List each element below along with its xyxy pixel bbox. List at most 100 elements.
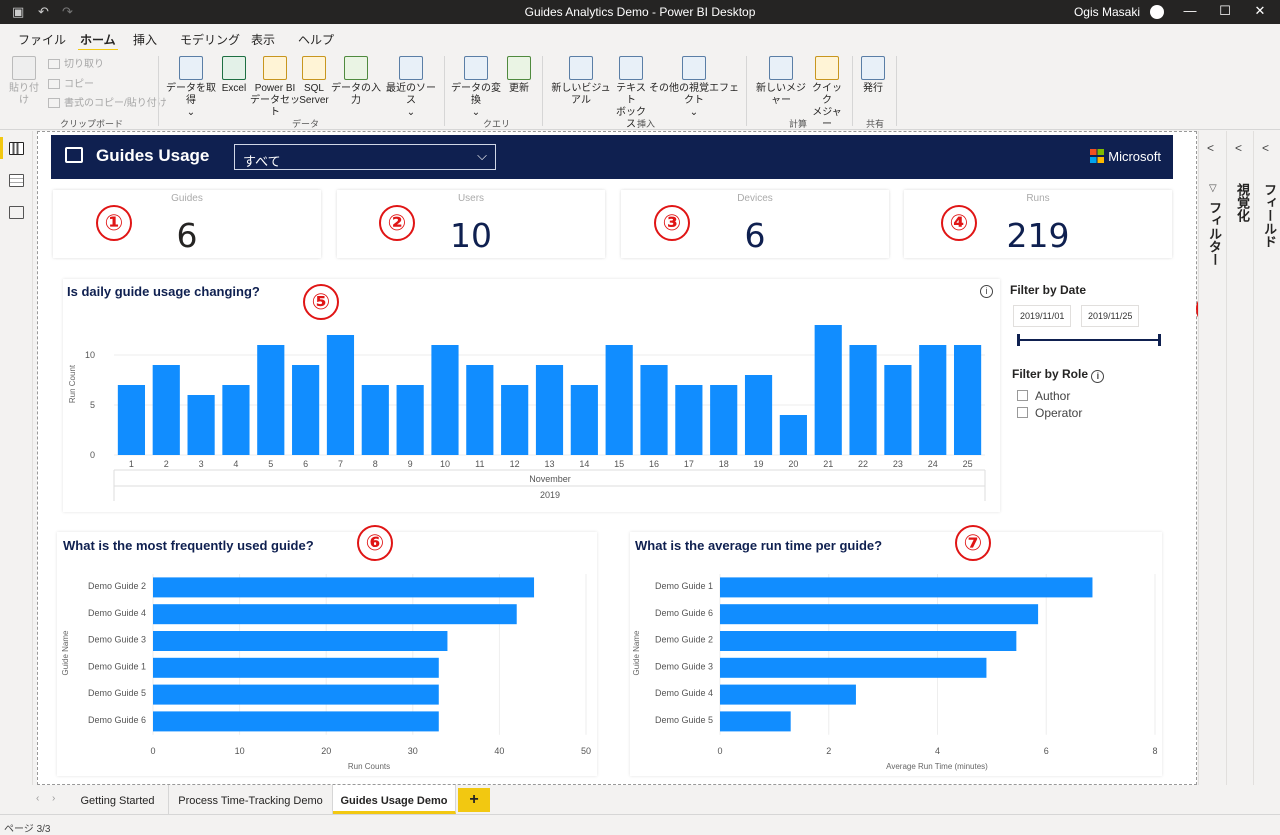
fields-pane[interactable]: < フィールド: [1253, 131, 1280, 814]
report-view-icon[interactable]: [9, 142, 24, 155]
end-date-input[interactable]: 2019/11/25: [1081, 305, 1140, 327]
data-view-icon[interactable]: [9, 174, 24, 187]
refresh-button[interactable]: 更新: [506, 56, 532, 95]
annotation-marker: ⑥: [357, 525, 393, 561]
paste-button[interactable]: 貼り付け: [6, 56, 42, 107]
tick-label-x: 16: [649, 459, 659, 469]
role-checkbox-author[interactable]: Author: [1017, 389, 1070, 403]
avatar[interactable]: [1150, 5, 1164, 19]
info-icon[interactable]: i: [980, 285, 993, 298]
database-icon: [179, 56, 203, 80]
checkbox[interactable]: [1017, 390, 1028, 401]
scroll-left-icon[interactable]: ‹: [36, 793, 40, 804]
kpi-card-guides[interactable]: Guides 6: [53, 190, 321, 258]
tick-label-y: Demo Guide 1: [655, 581, 713, 591]
table-icon: [344, 56, 368, 80]
info-icon[interactable]: i: [1091, 370, 1105, 383]
sql-server-button[interactable]: SQL Server: [298, 56, 330, 107]
page-tab[interactable]: Getting Started: [67, 785, 169, 814]
pbi-dataset-button[interactable]: Power BI データセット: [250, 56, 300, 119]
guide-dropdown[interactable]: すべて ⌵: [234, 144, 496, 170]
checkbox[interactable]: [1017, 407, 1028, 418]
model-view-icon[interactable]: [9, 206, 24, 219]
tick-label-x: 18: [719, 459, 729, 469]
slider-end-handle[interactable]: [1158, 334, 1161, 346]
tick-label-x: 9: [408, 459, 413, 469]
tick-label-y: Demo Guide 4: [655, 688, 713, 698]
transform-data-button[interactable]: データの変換 ⌄: [450, 56, 502, 119]
start-date-input[interactable]: 2019/11/01: [1013, 305, 1072, 327]
tab-help[interactable]: ヘルプ: [298, 33, 335, 47]
redo-icon[interactable]: ↷: [62, 4, 73, 19]
tick-label-x: 4: [233, 459, 238, 469]
quick-measure-button[interactable]: クイック メジャー: [808, 56, 846, 131]
page-tab-active[interactable]: Guides Usage Demo: [333, 785, 456, 814]
more-visuals-button[interactable]: その他の視覚エフェクト ⌄: [648, 56, 740, 119]
tab-home[interactable]: ホーム: [78, 33, 118, 52]
recent-sources-button[interactable]: 最近のソース ⌄: [384, 56, 438, 119]
visual-title: What is the most frequently used guide?: [63, 538, 314, 553]
minimize-icon[interactable]: —: [1183, 3, 1197, 18]
sql-icon: [302, 56, 326, 80]
status-bar: ページ 3/3: [0, 814, 1280, 835]
annotation-marker: ③: [654, 205, 690, 241]
annotation-marker: ④: [941, 205, 977, 241]
tick-label-x: 7: [338, 459, 343, 469]
chevron-down-icon: ⌄: [186, 107, 196, 118]
new-measure-button[interactable]: 新しいメジャー: [752, 56, 810, 107]
bar: [814, 325, 842, 455]
publish-button[interactable]: 発行: [858, 56, 888, 95]
get-data-button[interactable]: データを取得 ⌄: [164, 56, 218, 119]
kpi-card-users[interactable]: Users 10: [337, 190, 605, 258]
close-icon[interactable]: ✕: [1254, 3, 1266, 18]
filters-pane[interactable]: < ▽ フィルター: [1198, 131, 1226, 814]
axis-label-y: Guide Name: [632, 630, 641, 675]
kpi-label: Guides: [171, 193, 203, 204]
tick-label-y: Demo Guide 5: [88, 688, 146, 698]
tick-label-x: 11: [475, 459, 484, 469]
visualizations-pane[interactable]: < 視覚化: [1226, 131, 1253, 814]
role-checkbox-operator[interactable]: Operator: [1017, 406, 1082, 420]
new-visual-button[interactable]: 新しいビジュアル: [548, 56, 614, 107]
divider: [444, 56, 445, 126]
tick-label-x: 12: [510, 459, 520, 469]
frequent-guide-visual[interactable]: What is the most frequently used guide? …: [57, 532, 597, 776]
save-icon[interactable]: ▣: [12, 4, 25, 19]
undo-icon[interactable]: ↶: [38, 4, 49, 19]
kpi-label: Runs: [1026, 193, 1050, 204]
tab-file[interactable]: ファイル: [18, 33, 67, 47]
add-page-button[interactable]: +: [458, 788, 490, 812]
tab-insert[interactable]: 挿入: [133, 33, 158, 47]
kpi-label: Devices: [737, 193, 773, 204]
user-name[interactable]: Ogis Masaki: [1073, 5, 1140, 19]
copy-icon: [48, 79, 60, 90]
chevron-left-icon[interactable]: <: [1262, 141, 1270, 155]
copy-button[interactable]: コピー: [48, 79, 94, 91]
enter-data-button[interactable]: データの入力: [330, 56, 382, 107]
maximize-icon[interactable]: ☐: [1219, 3, 1231, 18]
bar: [361, 385, 389, 455]
bar: [720, 577, 1093, 598]
date-range-slider[interactable]: [1017, 334, 1161, 346]
daily-usage-visual[interactable]: Is daily guide usage changing? i Run Cou…: [63, 279, 1000, 512]
bar: [720, 631, 1017, 651]
page-tab[interactable]: Process Time-Tracking Demo: [169, 785, 333, 814]
divider: [542, 56, 543, 126]
chevron-left-icon[interactable]: <: [1235, 141, 1243, 155]
textbox-button[interactable]: テキスト ボックス: [614, 56, 648, 131]
chevron-left-icon[interactable]: <: [1207, 141, 1215, 155]
annotation-marker: ①: [96, 205, 132, 241]
cut-button[interactable]: 切り取り: [48, 59, 104, 71]
tick-label-x: 10: [235, 746, 245, 756]
tick-label-x: 21: [823, 459, 833, 469]
filter-icon: ▽: [1209, 183, 1217, 194]
bar: [153, 631, 448, 651]
excel-button[interactable]: Excel: [220, 56, 248, 95]
format-painter-button[interactable]: 書式のコピー/貼り付け: [48, 98, 167, 110]
slider-start-handle[interactable]: [1017, 334, 1020, 346]
tab-view[interactable]: 表示: [251, 33, 276, 47]
tab-modeling[interactable]: モデリング: [180, 33, 241, 47]
average-runtime-visual[interactable]: What is the average run time per guide? …: [630, 532, 1162, 776]
scroll-right-icon[interactable]: ›: [52, 793, 56, 804]
insert-group-label: 挿入: [637, 119, 656, 129]
